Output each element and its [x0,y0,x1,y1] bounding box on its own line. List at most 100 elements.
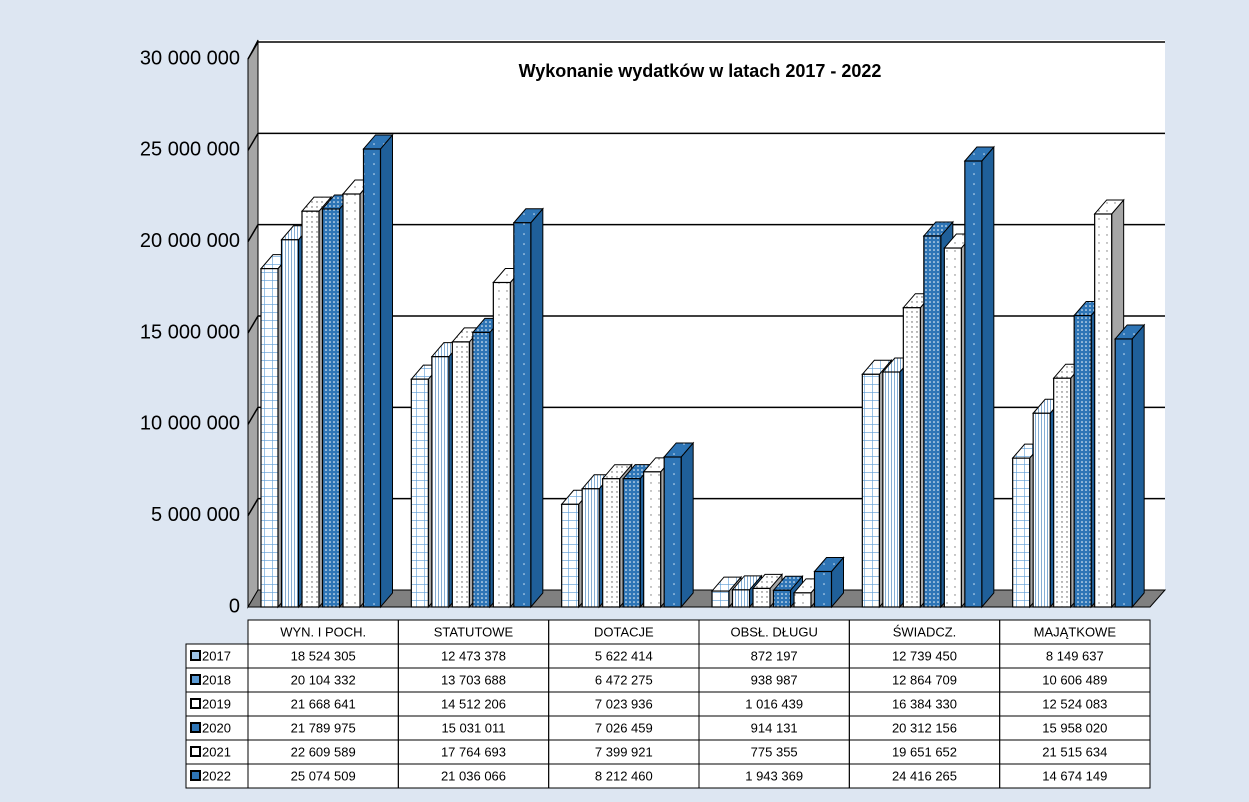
value-label: 21 515 634 [1042,744,1107,759]
category-label: DOTACJE [594,624,654,639]
value-label: 1 016 439 [745,696,803,711]
value-label: 24 416 265 [892,768,957,783]
value-label: 14 674 149 [1042,768,1107,783]
grid-line [247,498,259,517]
value-label: 21 668 641 [291,696,356,711]
value-label: 7 399 921 [595,744,653,759]
bar [280,239,300,608]
value-label: 25 074 509 [291,768,356,783]
value-label: 872 197 [751,648,798,663]
bar [731,589,751,608]
bar-side [981,145,995,609]
bar [861,373,880,608]
bar [643,471,662,608]
value-label: 21 036 066 [441,768,506,783]
value-label: 7 023 936 [595,696,653,711]
value-label: 8 212 460 [595,768,653,783]
value-label: 12 864 709 [892,672,957,687]
bar [813,570,833,608]
bar [663,456,682,608]
category-label: STATUTOWE [434,624,514,639]
grid-line [247,132,259,151]
value-label: 12 524 083 [1042,696,1107,711]
value-label: 12 739 450 [892,648,957,663]
bar [752,587,771,608]
category-label: OBSŁ. DŁUGU [730,624,817,639]
bar [1114,338,1133,608]
y-tick-label: 25 000 000 [140,139,240,161]
bar [301,210,320,608]
bar [581,488,600,608]
bar [472,331,491,608]
bar-side [380,133,393,609]
y-tick-label: 5 000 000 [151,504,240,526]
grid-line [247,41,259,60]
table-row [185,691,1151,717]
value-label: 8 149 637 [1046,648,1104,663]
bar [772,589,792,608]
value-label: 16 384 330 [892,696,957,711]
bar [1032,412,1051,608]
category-label: ŚWIADCZ. [893,624,957,639]
legend-label: 2019 [202,696,231,711]
value-label: 914 131 [751,720,798,735]
bar [431,356,450,608]
chart-title: Wykonanie wydatków w latach 2017 - 2022 [519,61,882,81]
grid-line [247,224,259,243]
bar [492,281,511,608]
y-tick-label: 10 000 000 [140,413,240,435]
bar [451,341,470,608]
bar [1073,314,1092,608]
legend-key [190,746,201,757]
bar [793,592,812,608]
value-label: 6 472 275 [595,672,653,687]
bar-side [1131,323,1145,609]
legend-key [190,698,201,709]
legend-label: 2020 [202,720,231,735]
bar [923,235,942,608]
y-tick-label: 20 000 000 [140,230,240,252]
bar [1012,457,1031,608]
bar-side [530,207,544,609]
bar [561,503,580,608]
y-tick-label: 0 [229,595,240,617]
bar [943,247,962,608]
value-label: 15 031 011 [441,720,505,735]
legend-label: 2018 [202,672,231,687]
bar [260,268,279,608]
table-row [185,739,1151,765]
legend-key [190,674,201,685]
value-label: 5 622 414 [595,648,653,663]
bar [964,160,983,608]
bar [513,222,532,608]
value-label: 775 355 [751,744,798,759]
bar [321,208,341,608]
bar [410,378,429,608]
value-label: 15 958 020 [1042,720,1107,735]
category-label: MAJĄTKOWE [1034,624,1117,639]
bar [902,307,921,608]
value-label: 22 609 589 [291,744,356,759]
value-label: 20 312 156 [892,720,957,735]
bar [602,478,621,608]
bar [711,590,730,608]
grid-line [247,406,259,425]
bar [1053,377,1072,608]
value-label: 1 943 369 [745,768,803,783]
value-label: 10 606 489 [1042,672,1107,687]
value-label: 19 651 652 [892,744,957,759]
value-label: 938 987 [751,672,798,687]
value-label: 20 104 332 [291,672,356,687]
legend-key [190,650,201,661]
bar [342,193,361,608]
value-label: 13 703 688 [441,672,506,687]
table-cell [999,763,1151,789]
category-label: WYN. I POCH. [280,624,366,639]
value-label: 14 512 206 [441,696,506,711]
bar-side [680,441,694,609]
value-label: 17 764 693 [441,744,506,759]
grid-line [247,315,259,334]
value-label: 18 524 305 [291,648,356,663]
legend-key [190,770,201,781]
